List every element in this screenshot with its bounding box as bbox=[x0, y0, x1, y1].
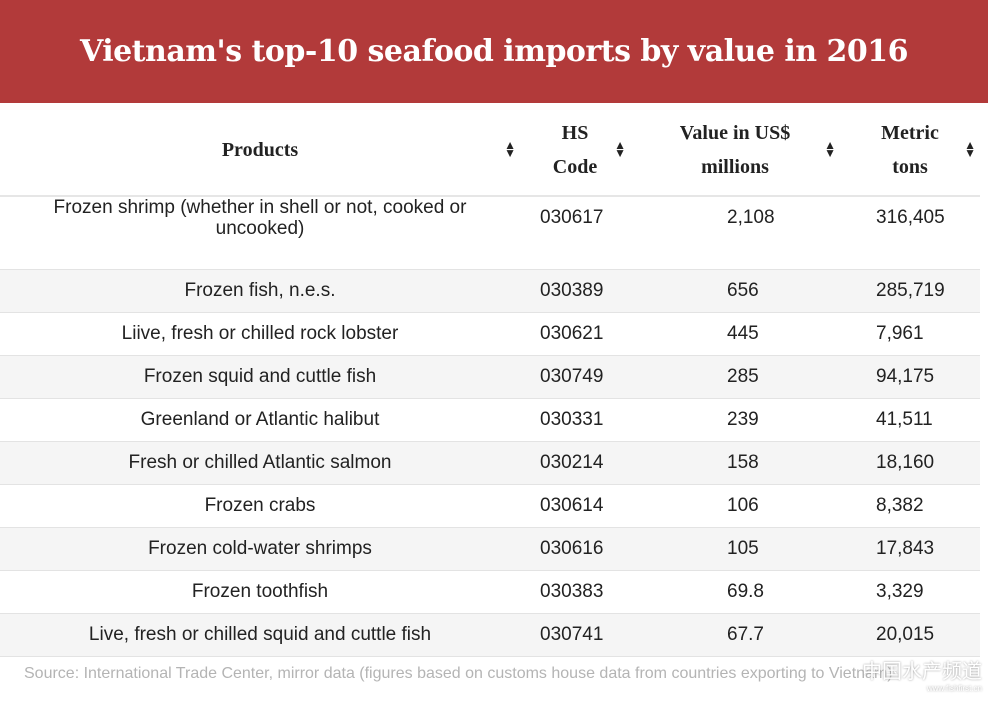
table-row: Frozen crabs 030614 106 8,382 bbox=[0, 484, 980, 528]
product-cell: Frozen fish, n.e.s. bbox=[0, 269, 520, 313]
product-cell: Frozen crabs bbox=[0, 484, 520, 528]
hs-code-cell: 030331 bbox=[520, 398, 630, 442]
column-header-0[interactable]: Products ▲ ▼ bbox=[0, 105, 520, 197]
product-cell: Frozen cold-water shrimps bbox=[0, 527, 520, 571]
imports-table: Products ▲ ▼ HS Code ▲ ▼ Value in US$ millions ▲ ▼… bbox=[0, 105, 980, 657]
product-cell: Live, fresh or chilled squid and cuttle … bbox=[0, 613, 520, 657]
tons-cell: 3,329 bbox=[840, 570, 980, 614]
hs-code-cell: 030389 bbox=[520, 269, 630, 313]
value-cell: 158 bbox=[630, 441, 840, 485]
table-row: Frozen shrimp (whether in shell or not, … bbox=[0, 196, 980, 270]
column-header-2[interactable]: Value in US$ millions ▲ ▼ bbox=[630, 105, 840, 197]
column-label: Metric tons bbox=[881, 122, 939, 178]
table-row: Frozen toothfish 030383 69.8 3,329 bbox=[0, 570, 980, 614]
sort-icon[interactable]: ▲ ▼ bbox=[504, 138, 516, 160]
column-label: HS Code bbox=[552, 122, 598, 178]
hs-code-cell: 030621 bbox=[520, 312, 630, 356]
title-banner: Vietnam's top-10 seafood imports by valu… bbox=[0, 0, 988, 103]
value-cell: 67.7 bbox=[630, 613, 840, 657]
sort-icon[interactable]: ▲ ▼ bbox=[614, 138, 626, 160]
table-row: Greenland or Atlantic halibut 030331 239 41… bbox=[0, 398, 980, 442]
column-header-1[interactable]: HS Code ▲ ▼ bbox=[520, 105, 630, 197]
product-cell: Frozen squid and cuttle fish bbox=[0, 355, 520, 399]
value-cell: 285 bbox=[630, 355, 840, 399]
table-row: Fresh or chilled Atlantic salmon 030214 15… bbox=[0, 441, 980, 485]
value-cell: 656 bbox=[630, 269, 840, 313]
page-title: Vietnam's top-10 seafood imports by valu… bbox=[79, 34, 909, 69]
value-cell: 2,108 bbox=[630, 196, 840, 270]
hs-code-cell: 030617 bbox=[520, 196, 630, 270]
product-cell: Frozen shrimp (whether in shell or not, … bbox=[0, 196, 520, 270]
sort-icon[interactable]: ▲ ▼ bbox=[824, 138, 836, 160]
hs-code-cell: 030749 bbox=[520, 355, 630, 399]
source-note: Source: International Trade Center, mirr… bbox=[24, 665, 893, 682]
tons-cell: 20,015 bbox=[840, 613, 980, 657]
tons-cell: 17,843 bbox=[840, 527, 980, 571]
table-row: Frozen cold-water shrimps 030616 105 17,843 bbox=[0, 527, 980, 571]
table-row: Frozen fish, n.e.s. 030389 656 285,719 bbox=[0, 269, 980, 313]
value-cell: 105 bbox=[630, 527, 840, 571]
value-cell: 69.8 bbox=[630, 570, 840, 614]
product-cell: Liive, fresh or chilled rock lobster bbox=[0, 312, 520, 356]
value-cell: 106 bbox=[630, 484, 840, 528]
column-header-3[interactable]: Metric tons ▲ ▼ bbox=[840, 105, 980, 197]
tons-cell: 285,719 bbox=[840, 269, 980, 313]
hs-code-cell: 030741 bbox=[520, 613, 630, 657]
column-label: Products bbox=[221, 139, 299, 161]
product-cell: Greenland or Atlantic halibut bbox=[0, 398, 520, 442]
tons-cell: 94,175 bbox=[840, 355, 980, 399]
tons-cell: 7,961 bbox=[840, 312, 980, 356]
hs-code-cell: 030214 bbox=[520, 441, 630, 485]
tons-cell: 8,382 bbox=[840, 484, 980, 528]
hs-code-cell: 030616 bbox=[520, 527, 630, 571]
product-cell: Fresh or chilled Atlantic salmon bbox=[0, 441, 520, 485]
tons-cell: 41,511 bbox=[840, 398, 980, 442]
tons-cell: 18,160 bbox=[840, 441, 980, 485]
table-row: Live, fresh or chilled squid and cuttle … bbox=[0, 613, 980, 657]
hs-code-cell: 030383 bbox=[520, 570, 630, 614]
value-cell: 445 bbox=[630, 312, 840, 356]
watermark: 中国水产频道 www.fishfirst.cn bbox=[862, 661, 982, 693]
product-cell: Frozen toothfish bbox=[0, 570, 520, 614]
tons-cell: 316,405 bbox=[840, 196, 980, 270]
sort-icon[interactable]: ▲ ▼ bbox=[964, 138, 976, 160]
table-row: Liive, fresh or chilled rock lobster 0306… bbox=[0, 312, 980, 356]
value-cell: 239 bbox=[630, 398, 840, 442]
column-label: Value in US$ millions bbox=[679, 122, 791, 178]
hs-code-cell: 030614 bbox=[520, 484, 630, 528]
table-row: Frozen squid and cuttle fish 030749 285 94,… bbox=[0, 355, 980, 399]
